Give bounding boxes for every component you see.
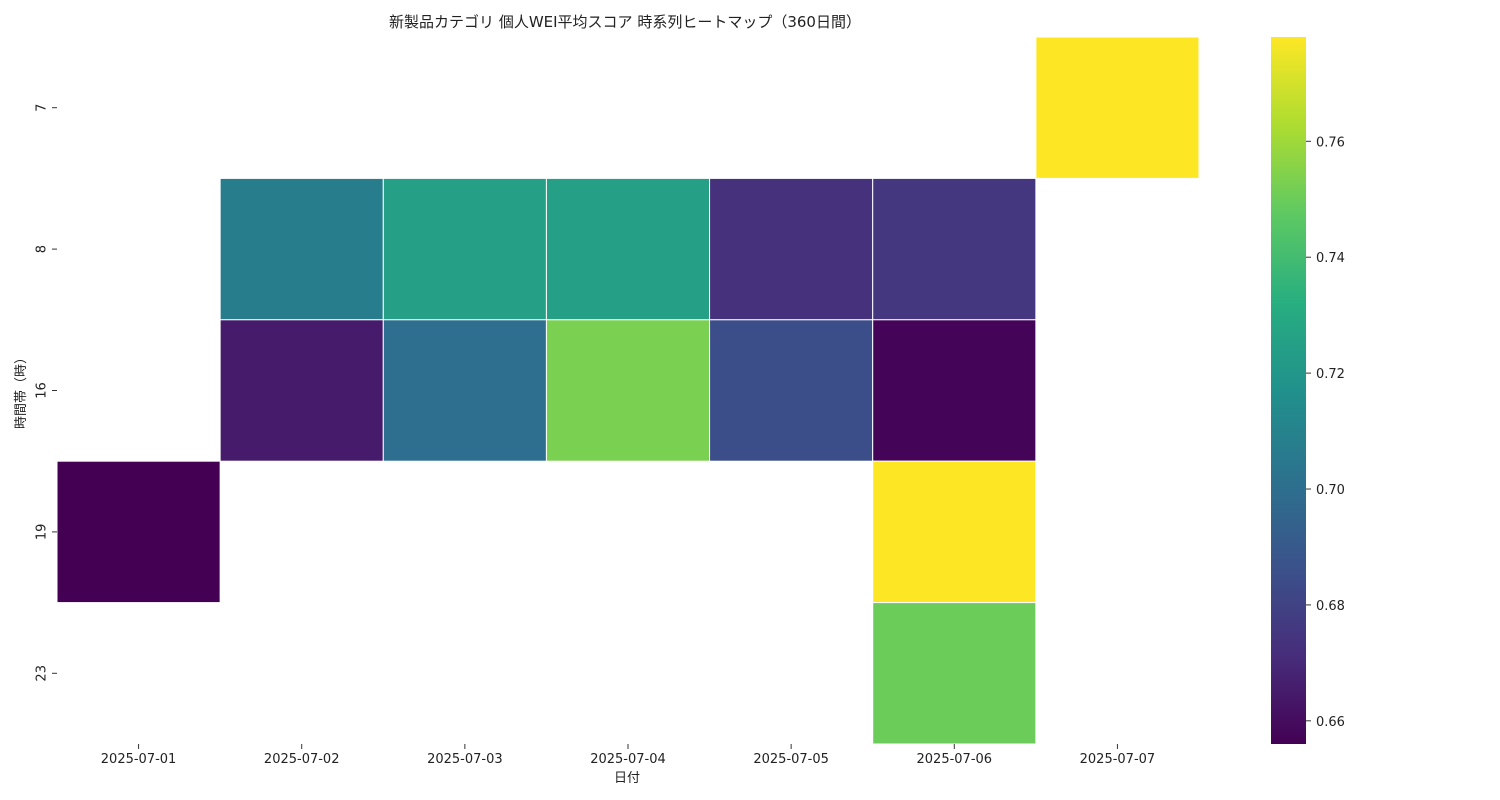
heatmap-cell	[872, 602, 1037, 745]
heatmap-cell	[872, 177, 1037, 321]
heatmap-cell	[709, 177, 874, 321]
heatmap-cell	[872, 319, 1037, 462]
y-tick-label: 16	[35, 382, 50, 399]
colorbar-tick-label: 0.74	[1316, 251, 1345, 266]
x-tick-label: 2025-07-06	[917, 752, 993, 767]
y-tick-label: 7	[35, 104, 50, 112]
colorbar-tick-label: 0.72	[1316, 367, 1345, 382]
x-tick-label: 2025-07-07	[1080, 752, 1156, 767]
colorbar-tick-label: 0.66	[1316, 715, 1345, 730]
x-tick-label: 2025-07-05	[753, 752, 829, 767]
y-axis-label: 時間帯（時）	[14, 351, 29, 429]
heatmap-cell	[872, 460, 1037, 604]
heatmap-cell	[709, 319, 874, 462]
heatmap-cell	[545, 319, 711, 462]
heatmap-cell	[545, 177, 711, 321]
heatmap-cell	[56, 460, 221, 604]
colorbar	[1271, 37, 1306, 744]
heatmap-cell	[219, 177, 384, 321]
x-tick-label: 2025-07-03	[427, 752, 503, 767]
heatmap-cell	[1035, 36, 1200, 179]
heatmap-cell	[382, 319, 547, 462]
heatmap-cells	[56, 36, 1200, 745]
x-tick-label: 2025-07-01	[101, 752, 177, 767]
colorbar-tick-label: 0.76	[1316, 135, 1345, 150]
y-axis: 7 8 16 19 23	[35, 104, 57, 682]
x-tick-label: 2025-07-04	[590, 752, 666, 767]
chart-title: 新製品カテゴリ 個人WEI平均スコア 時系列ヒートマップ（360日間）	[389, 13, 861, 31]
colorbar-tick-label: 0.68	[1316, 599, 1345, 614]
heatmap-cell	[382, 177, 547, 321]
y-tick-label: 8	[35, 245, 50, 253]
colorbar-tick-label: 0.70	[1316, 483, 1345, 498]
y-tick-label: 19	[35, 524, 50, 541]
x-axis-label: 日付	[614, 771, 640, 786]
heatmap-cell	[219, 319, 384, 462]
x-axis: 2025-07-01 2025-07-02 2025-07-03 2025-07-04…	[101, 744, 1155, 767]
x-tick-label: 2025-07-02	[264, 752, 340, 767]
y-tick-label: 23	[35, 665, 50, 682]
colorbar-ticks: 0.66 0.68 0.70 0.72 0.74 0.76	[1306, 135, 1345, 730]
